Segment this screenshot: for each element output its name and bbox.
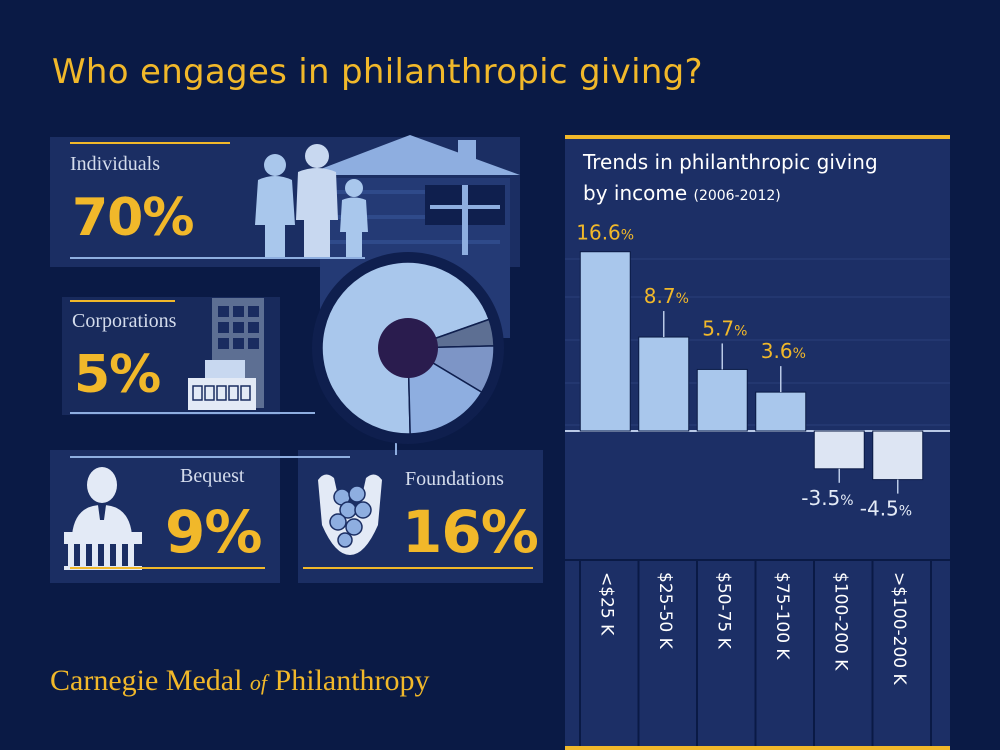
value-label: 5.7% bbox=[702, 316, 747, 340]
connector-line bbox=[70, 257, 365, 259]
category-label: $50-75 K bbox=[713, 572, 733, 650]
footer-of: of bbox=[249, 670, 268, 695]
value-unit: % bbox=[734, 323, 747, 339]
category-label: $25-50 K bbox=[655, 572, 675, 650]
category-label: $100-200 K bbox=[830, 572, 850, 671]
bequest-underline bbox=[70, 567, 265, 569]
corporations-label: Corporations bbox=[72, 310, 177, 332]
bar-chart-svg: 16.6% <$25 K 8.7% $25-50 K 5.7% $50-75 K 3.6% $… bbox=[565, 221, 950, 746]
bar-1 bbox=[579, 251, 631, 432]
foundations-percent: 16% bbox=[402, 498, 539, 566]
donut-slice-bequest bbox=[405, 345, 495, 394]
value-label: -4.5% bbox=[860, 497, 912, 521]
donut-slice-corporations bbox=[407, 318, 495, 349]
page-title: Who engages in philanthropic giving? bbox=[52, 52, 703, 92]
value-label: 16.6% bbox=[576, 221, 634, 245]
donut-slice-foundations bbox=[407, 346, 483, 435]
corporations-underline bbox=[70, 300, 175, 302]
category-label: <$25 K bbox=[596, 572, 616, 636]
connector-line bbox=[70, 412, 315, 414]
value-unit: % bbox=[621, 228, 634, 244]
donut-slice-individuals bbox=[321, 261, 491, 435]
individuals-label: Individuals bbox=[70, 153, 160, 175]
bar-2 bbox=[638, 336, 690, 432]
value-unit: % bbox=[793, 346, 806, 362]
income-trend-chart: Trends in philanthropic giving by income… bbox=[565, 135, 950, 750]
value-unit: % bbox=[676, 291, 689, 307]
footer-brand: Carnegie Medal of Philanthropy bbox=[50, 664, 430, 698]
bequest-percent: 9% bbox=[165, 498, 262, 566]
chart-subtitle: (2006-2012) bbox=[693, 188, 781, 204]
individuals-percent: 70% bbox=[72, 188, 194, 248]
value-label: 8.7% bbox=[644, 284, 689, 308]
corporations-percent: 5% bbox=[74, 345, 161, 405]
bar-3 bbox=[696, 368, 748, 432]
foundations-underline bbox=[303, 567, 533, 569]
chart-bottom-rule bbox=[565, 746, 950, 750]
value-unit: % bbox=[840, 493, 853, 509]
chart-title: Trends in philanthropic giving by income… bbox=[583, 147, 943, 212]
bar-6 bbox=[872, 430, 924, 481]
value-label: -3.5% bbox=[801, 486, 853, 510]
footer-text-2: Philanthropy bbox=[267, 664, 430, 697]
value-unit: % bbox=[899, 504, 912, 520]
connector-line bbox=[70, 456, 350, 458]
bequest-label: Bequest bbox=[180, 465, 245, 487]
foundations-label: Foundations bbox=[405, 468, 504, 490]
bar-4 bbox=[755, 391, 807, 432]
individuals-underline bbox=[70, 142, 230, 144]
chart-title-line1: Trends in philanthropic giving bbox=[583, 150, 878, 174]
chart-top-rule bbox=[565, 135, 950, 139]
bar-5 bbox=[813, 430, 865, 470]
footer-text-1: Carnegie Medal bbox=[50, 664, 250, 697]
category-label: >$100-200 K bbox=[889, 572, 909, 685]
value-label: 3.6% bbox=[761, 339, 806, 363]
category-label: $75-100 K bbox=[772, 572, 792, 660]
connector-line bbox=[395, 440, 397, 455]
chart-title-line2: by income bbox=[583, 181, 688, 205]
